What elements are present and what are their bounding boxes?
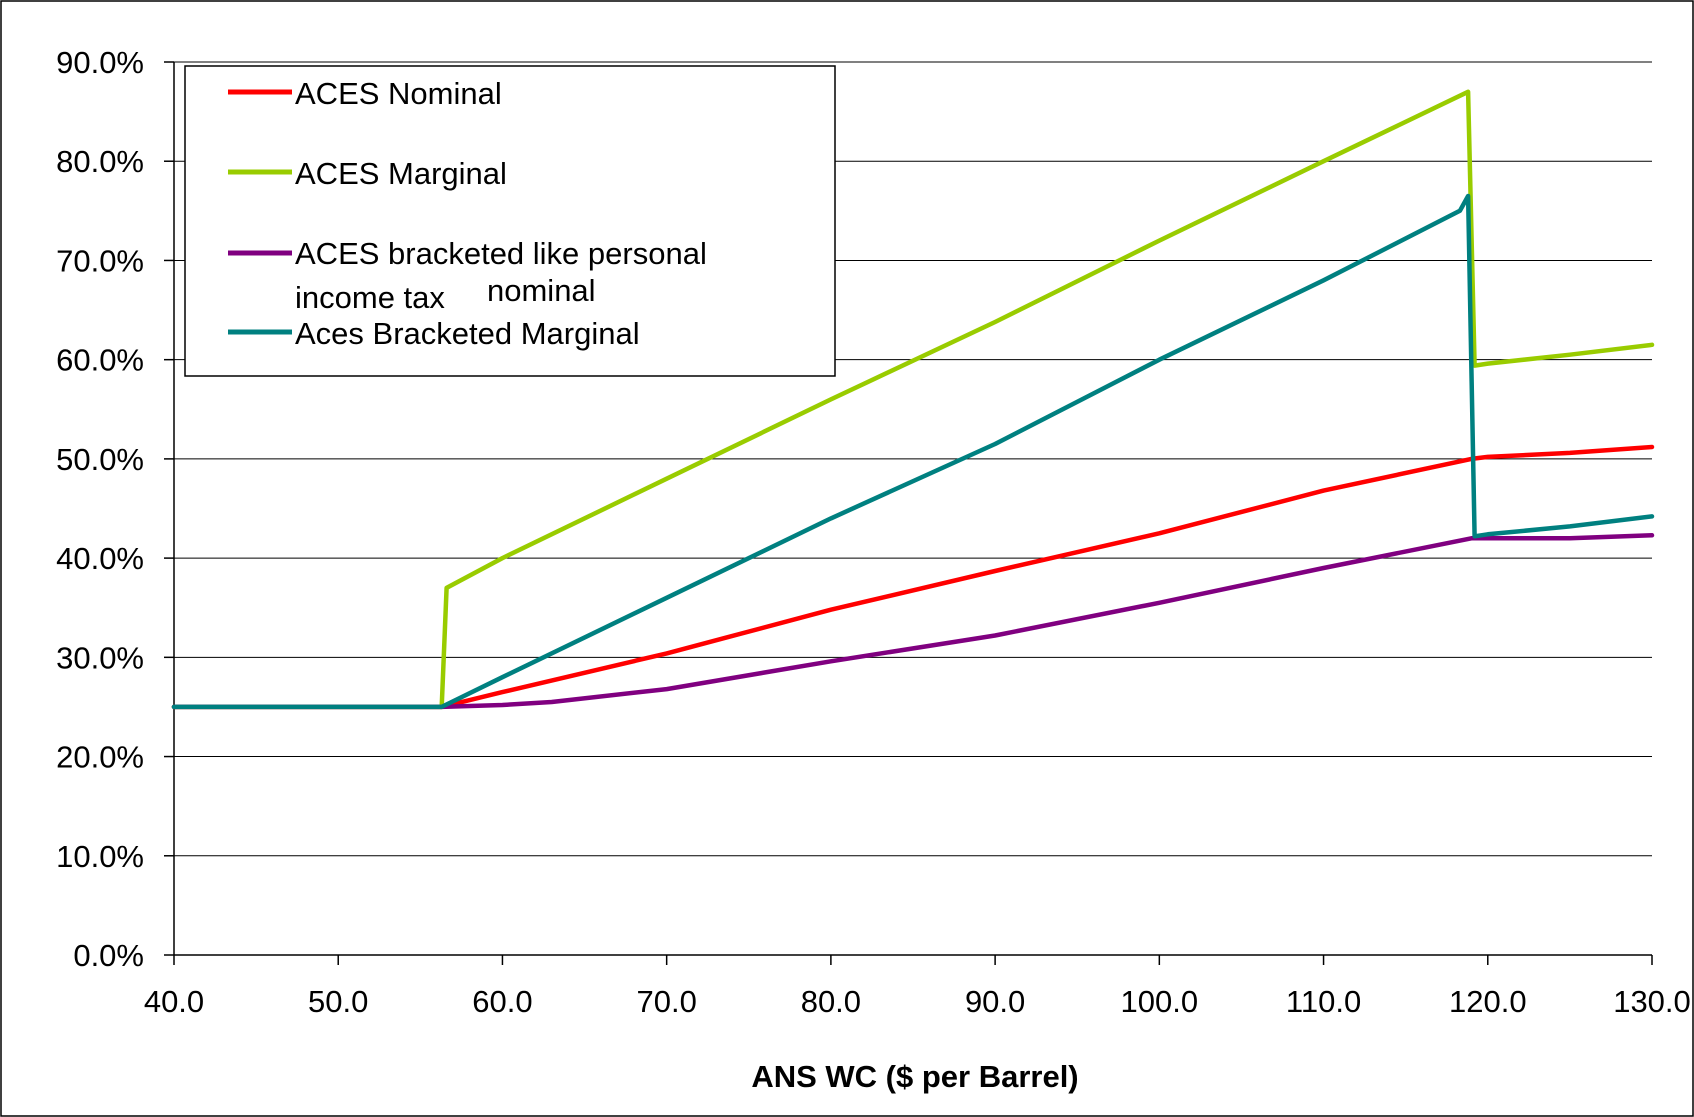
y-tick-label: 0.0% — [73, 938, 144, 973]
legend-label-4: Aces Bracketed Marginal — [295, 316, 640, 351]
x-tick-label: 110.0 — [1286, 984, 1361, 1019]
series-line-4 — [171, 193, 1655, 710]
x-tick-label: 130.0 — [1613, 984, 1691, 1019]
x-tick-label: 50.0 — [308, 984, 368, 1019]
x-tick-label: 40.0 — [144, 984, 204, 1019]
y-tick-label: 40.0% — [56, 541, 144, 576]
x-tick-label: 60.0 — [472, 984, 532, 1019]
series-line-3 — [171, 533, 1655, 710]
legend-label-3: nominal — [487, 273, 596, 308]
series-lines — [171, 89, 1655, 710]
legend-label-3: income tax — [295, 280, 445, 315]
y-tick-label: 80.0% — [56, 144, 144, 179]
y-tick-label: 20.0% — [56, 740, 144, 775]
x-tick-label: 70.0 — [636, 984, 696, 1019]
y-tick-label: 90.0% — [56, 45, 144, 80]
x-tick-label: 100.0 — [1121, 984, 1199, 1019]
legend-label-2: ACES Marginal — [295, 156, 507, 191]
legend-box — [184, 65, 836, 377]
x-tick-label: 80.0 — [801, 984, 861, 1019]
y-tick-label: 50.0% — [56, 442, 144, 477]
series-line-1 — [171, 444, 1655, 710]
x-axis-label: ANS WC ($ per Barrel) — [751, 1059, 1078, 1094]
x-tick-label: 120.0 — [1449, 984, 1527, 1019]
legend-label-3: ACES bracketed like personal — [295, 236, 707, 271]
legend: ACES Nominal ACES Marginal ACES bracketed … — [184, 65, 836, 377]
y-tick-label: 60.0% — [56, 343, 144, 378]
axes: 0.0% 10.0% 20.0% 30.0% 40.0% 50.0% 60.0% 70.0% 8… — [56, 45, 1691, 1019]
series-line-2 — [171, 89, 1655, 710]
y-tick-label: 30.0% — [56, 640, 144, 675]
y-tick-label: 70.0% — [56, 243, 144, 278]
legend-label-1: ACES Nominal — [295, 76, 502, 111]
x-tick-label: 90.0 — [965, 984, 1025, 1019]
y-tick-label: 10.0% — [56, 839, 144, 874]
